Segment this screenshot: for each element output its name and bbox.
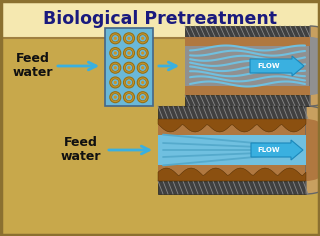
Circle shape bbox=[110, 62, 121, 73]
Bar bbox=[158, 181, 306, 194]
Circle shape bbox=[137, 77, 148, 88]
Wedge shape bbox=[310, 37, 320, 95]
Circle shape bbox=[125, 35, 132, 42]
Circle shape bbox=[125, 50, 132, 57]
Circle shape bbox=[141, 37, 144, 40]
Circle shape bbox=[110, 47, 121, 59]
Circle shape bbox=[124, 62, 134, 73]
Circle shape bbox=[114, 37, 117, 40]
Wedge shape bbox=[306, 106, 320, 194]
Circle shape bbox=[139, 64, 146, 71]
Circle shape bbox=[141, 81, 144, 84]
Bar bbox=[105, 28, 153, 106]
Circle shape bbox=[137, 92, 148, 103]
Circle shape bbox=[127, 96, 131, 99]
Circle shape bbox=[110, 77, 121, 88]
Circle shape bbox=[112, 79, 119, 86]
Polygon shape bbox=[158, 119, 306, 132]
Circle shape bbox=[124, 47, 134, 59]
Circle shape bbox=[114, 66, 117, 69]
Bar bbox=[185, 26, 310, 37]
Circle shape bbox=[112, 35, 119, 42]
Text: Feed: Feed bbox=[64, 135, 98, 148]
Circle shape bbox=[114, 51, 117, 55]
Wedge shape bbox=[306, 119, 320, 181]
Circle shape bbox=[141, 96, 144, 99]
Circle shape bbox=[127, 66, 131, 69]
Text: water: water bbox=[13, 67, 53, 80]
Bar bbox=[185, 37, 310, 95]
Bar bbox=[158, 119, 306, 181]
Circle shape bbox=[137, 62, 148, 73]
Circle shape bbox=[110, 92, 121, 103]
Circle shape bbox=[127, 37, 131, 40]
Circle shape bbox=[112, 50, 119, 57]
Circle shape bbox=[124, 77, 134, 88]
Circle shape bbox=[124, 92, 134, 103]
Circle shape bbox=[137, 33, 148, 44]
Bar bbox=[158, 106, 306, 119]
Circle shape bbox=[141, 51, 144, 55]
Text: Feed: Feed bbox=[16, 51, 50, 64]
Circle shape bbox=[127, 81, 131, 84]
Circle shape bbox=[114, 96, 117, 99]
Circle shape bbox=[137, 47, 148, 59]
Circle shape bbox=[139, 79, 146, 86]
Circle shape bbox=[139, 94, 146, 101]
Text: water: water bbox=[61, 151, 101, 164]
FancyArrow shape bbox=[251, 140, 303, 160]
Polygon shape bbox=[158, 168, 306, 181]
FancyArrow shape bbox=[250, 56, 304, 76]
Bar bbox=[185, 95, 310, 106]
Bar bbox=[158, 135, 306, 165]
Circle shape bbox=[141, 66, 144, 69]
Circle shape bbox=[112, 64, 119, 71]
Circle shape bbox=[127, 51, 131, 55]
Circle shape bbox=[139, 50, 146, 57]
Circle shape bbox=[125, 94, 132, 101]
Wedge shape bbox=[310, 26, 320, 106]
Circle shape bbox=[112, 94, 119, 101]
Bar bbox=[185, 37, 310, 46]
Bar bbox=[185, 86, 310, 95]
Text: Biological Pretreatment: Biological Pretreatment bbox=[43, 10, 277, 28]
Circle shape bbox=[125, 64, 132, 71]
Bar bbox=[1, 1, 319, 38]
Circle shape bbox=[125, 79, 132, 86]
Circle shape bbox=[114, 81, 117, 84]
Text: FLOW: FLOW bbox=[258, 147, 280, 153]
Circle shape bbox=[110, 33, 121, 44]
Circle shape bbox=[139, 35, 146, 42]
Circle shape bbox=[124, 33, 134, 44]
Text: FLOW: FLOW bbox=[258, 63, 280, 69]
